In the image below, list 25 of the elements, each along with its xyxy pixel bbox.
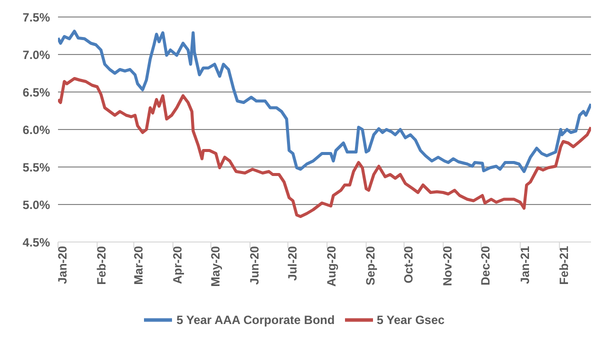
x-tick-label: May-20 [208,246,222,287]
x-tick-label: Jan-20 [56,246,70,284]
x-tick-label: Mar-20 [131,246,146,285]
x-tick-label: Sep-20 [364,246,378,286]
y-tick-label: 4.5% [22,235,50,250]
x-tick-label: Dec-20 [478,246,493,286]
legend-label: 5 Year Gsec [376,313,445,328]
y-tick-label: 5.0% [22,198,50,212]
x-tick-label: Feb-21 [556,246,571,285]
line-series [58,30,591,173]
x-tick-label: Apr-20 [170,246,184,284]
x-tick-label: Jun-20 [248,246,262,285]
x-tick-label: Aug-20 [324,246,339,287]
y-tick-label: 6.5% [22,85,50,100]
x-tick-label: Oct-20 [402,246,416,284]
x-tick-label: Jan-21 [518,246,532,284]
x-tick-label: Nov-20 [440,246,455,286]
y-tick-label: 7.5% [22,10,50,24]
y-tick-label: 7.0% [22,48,50,62]
line-series [58,77,591,218]
legend-label: 5 Year AAA Corporate Bond [176,313,335,328]
y-tick-label: 6.0% [22,122,50,137]
x-tick-label: Jul-20 [285,246,300,281]
x-tick-label: Feb-20 [94,246,109,285]
y-tick-label: 5.5% [22,160,50,174]
